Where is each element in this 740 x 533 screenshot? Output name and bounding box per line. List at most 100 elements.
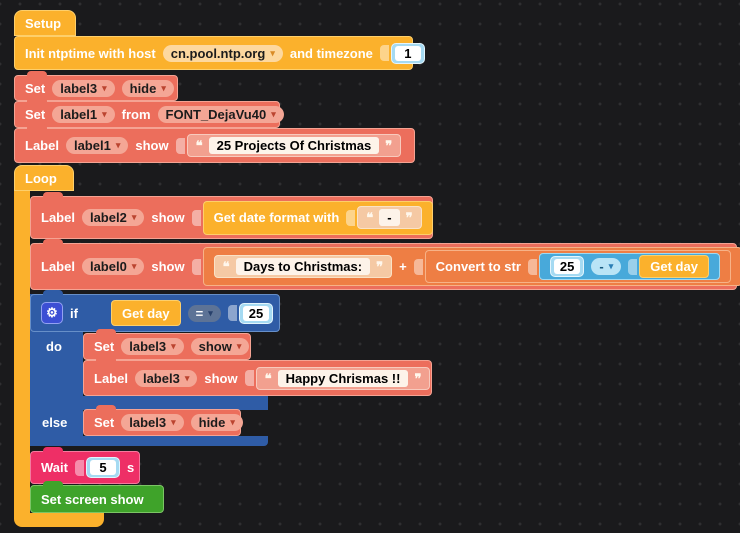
loop-spine[interactable] <box>14 191 30 514</box>
block-setup-hat[interactable]: Setup <box>14 10 76 36</box>
label-target-value: label3 <box>129 339 167 354</box>
label-keyword: Label <box>41 259 75 274</box>
visibility-dropdown[interactable]: hide ▾ <box>121 79 174 97</box>
label-target-dropdown[interactable]: label2 ▾ <box>81 209 145 226</box>
label-target-dropdown[interactable]: label3 ▾ <box>52 79 115 97</box>
block-label1-show[interactable]: Label label1 ▾ show ❝ 25 Projects Of Chr… <box>14 124 415 163</box>
label-keyword: Label <box>94 370 128 386</box>
label-target-value: label0 <box>89 259 127 274</box>
visibility-dropdown[interactable]: hide ▾ <box>190 414 243 431</box>
visibility-value: hide <box>198 415 226 430</box>
compare-operator-value: = <box>195 305 204 321</box>
input-socket <box>191 258 201 275</box>
visibility-dropdown[interactable]: show ▾ <box>190 338 250 355</box>
timezone-number-block[interactable]: 1 <box>390 42 425 64</box>
minuend-value[interactable]: 25 <box>553 259 581 274</box>
input-socket <box>244 370 254 386</box>
chevron-down-icon: ▾ <box>131 212 137 222</box>
plus-operator: + <box>399 259 407 274</box>
init-prefix-label: Init ntptime with host <box>25 45 156 61</box>
block-string-join[interactable]: ❝ Days to Christmas: ❞ + Convert to str … <box>202 247 740 286</box>
block-set-screen-show[interactable]: Set screen show <box>30 481 164 513</box>
chevron-down-icon: ▾ <box>102 82 107 93</box>
text-string-block[interactable]: ❝ Happy Chrismas !! ❞ <box>255 366 431 390</box>
block-get-date-format[interactable]: Get date format with ❝ - ❞ <box>202 200 433 235</box>
do-keyword: do <box>46 339 62 354</box>
label-target-dropdown[interactable]: label0 ▾ <box>81 258 145 275</box>
join-text-value[interactable]: Days to Christmas: <box>235 258 371 275</box>
block-loop-hat[interactable]: Loop <box>14 165 74 191</box>
input-socket <box>227 305 237 321</box>
if-else-band[interactable] <box>30 396 268 410</box>
font-value: FONT_DejaVu40 <box>165 107 267 122</box>
input-socket <box>379 45 389 61</box>
block-convert-to-str[interactable]: Convert to str 25 - ▾ Get day <box>424 250 731 283</box>
ntp-host-dropdown[interactable]: cn.pool.ntp.org ▾ <box>162 44 283 62</box>
block-set-label1-font[interactable]: Set label1 ▾ from FONT_DejaVu40 ▾ <box>14 97 284 128</box>
block-label2-show[interactable]: Label label2 ▾ show Get date format with… <box>30 192 433 239</box>
label-target-value: label1 <box>60 107 98 122</box>
quote-open-icon: ❝ <box>264 370 272 386</box>
compare-value[interactable]: 25 <box>242 305 270 321</box>
block-do-label3-show[interactable]: Label label3 ▾ show ❝ Happy Chrismas !! … <box>83 356 432 396</box>
quote-open-icon: ❝ <box>366 210 374 225</box>
quote-close-icon: ❞ <box>376 259 384 274</box>
set-keyword: Set <box>25 107 46 122</box>
input-socket <box>628 258 638 275</box>
text-value[interactable]: Happy Chrismas !! <box>277 369 409 387</box>
block-init-ntptime[interactable]: Init ntptime with host cn.pool.ntp.org ▾… <box>14 36 425 70</box>
chevron-down-icon: ▾ <box>171 417 176 427</box>
block-if-header[interactable]: ⚙ if Get day = ▾ 25 <box>30 290 280 332</box>
block-else-set-label3-hide[interactable]: Set label3 ▾ hide ▾ <box>83 405 243 436</box>
text-string-block[interactable]: ❝ 25 Projects Of Christmas ❞ <box>186 134 402 157</box>
visibility-value: show <box>198 339 232 354</box>
date-format-label: Get date format with <box>213 210 340 225</box>
join-string-block[interactable]: ❝ Days to Christmas: ❞ <box>213 255 393 278</box>
separator-string-block[interactable]: ❝ - ❞ <box>357 206 422 229</box>
label-target-dropdown[interactable]: label1 ▾ <box>65 137 129 154</box>
math-operator-value: - <box>599 259 604 274</box>
loop-foot[interactable] <box>14 513 104 527</box>
block-label0-show[interactable]: Label label0 ▾ show ❝ Days to Christmas:… <box>30 239 740 290</box>
ntp-host-value: cn.pool.ntp.org <box>170 45 266 61</box>
set-keyword: Set <box>94 339 115 354</box>
font-dropdown[interactable]: FONT_DejaVu40 ▾ <box>157 106 284 123</box>
wait-number-block[interactable]: 5 <box>85 457 120 478</box>
compare-number-block[interactable]: 25 <box>238 302 274 324</box>
chevron-down-icon: ▾ <box>230 417 235 427</box>
label-target-dropdown[interactable]: label3 ▾ <box>134 369 198 387</box>
block-get-day[interactable]: Get day <box>639 255 709 278</box>
input-socket <box>527 258 537 275</box>
separator-value[interactable]: - <box>379 209 400 226</box>
math-operator-dropdown[interactable]: - ▾ <box>591 258 622 275</box>
gear-icon[interactable]: ⚙ <box>41 302 63 324</box>
convert-label: Convert to str <box>435 259 521 274</box>
show-keyword: show <box>204 370 238 386</box>
chevron-down-icon: ▾ <box>171 341 176 351</box>
chevron-down-icon: ▾ <box>608 261 614 271</box>
block-set-label3-hide[interactable]: Set label3 ▾ hide ▾ <box>14 71 178 101</box>
label-target-dropdown[interactable]: label3 ▾ <box>121 414 184 431</box>
timezone-value[interactable]: 1 <box>394 45 421 61</box>
block-get-day-condition[interactable]: Get day <box>110 300 181 326</box>
label-target-value: label3 <box>60 80 98 96</box>
block-math-subtract[interactable]: 25 - ▾ Get day <box>538 253 720 280</box>
block-wait[interactable]: Wait 5 s <box>30 447 140 484</box>
label-target-dropdown[interactable]: label1 ▾ <box>52 106 115 123</box>
block-do-set-label3-show[interactable]: Set label3 ▾ show ▾ <box>83 329 251 360</box>
init-middle-label: and timezone <box>289 45 373 61</box>
label-target-value: label2 <box>89 210 127 225</box>
get-day-label: Get day <box>121 305 170 321</box>
label-target-dropdown[interactable]: label3 ▾ <box>121 338 184 355</box>
chevron-down-icon: ▾ <box>184 372 190 383</box>
text-value[interactable]: 25 Projects Of Christmas <box>208 137 380 154</box>
setup-label: Setup <box>25 15 62 31</box>
minuend-number-block[interactable]: 25 <box>549 256 585 277</box>
wait-value[interactable]: 5 <box>89 460 116 475</box>
chevron-down-icon: ▾ <box>270 47 275 58</box>
else-keyword: else <box>42 415 68 430</box>
if-bottom-band[interactable] <box>30 436 268 446</box>
chevron-down-icon: ▾ <box>102 109 107 119</box>
compare-operator-dropdown[interactable]: = ▾ <box>187 304 221 322</box>
